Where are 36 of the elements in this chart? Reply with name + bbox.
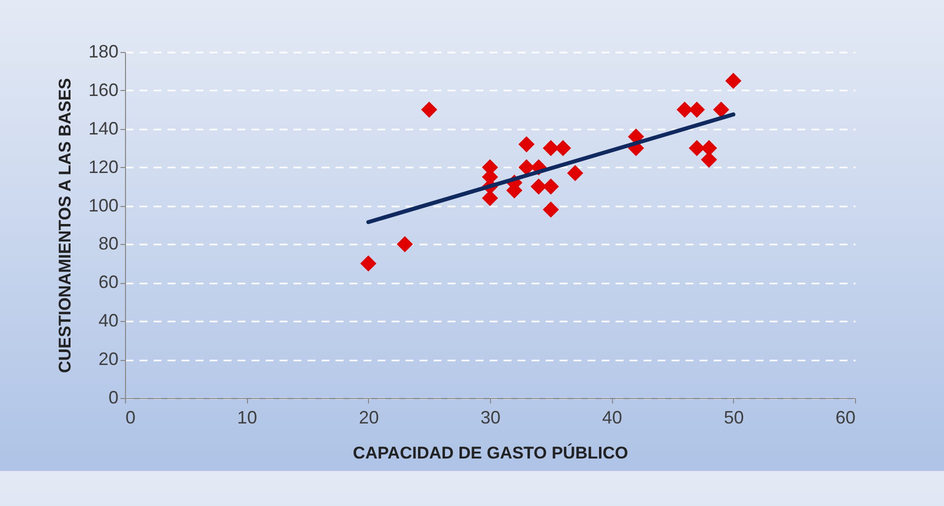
point — [676, 102, 693, 118]
point — [542, 202, 559, 218]
point — [713, 102, 730, 118]
x-axis-title: CAPACIDAD DE GASTO PÚBLICO — [352, 442, 628, 462]
point — [542, 178, 559, 195]
y-tick-label: 20 — [98, 349, 118, 370]
y-tick-label: 180 — [88, 42, 118, 62]
y-tick-label: 100 — [88, 195, 118, 216]
point — [567, 165, 584, 182]
point — [688, 140, 705, 156]
point — [530, 178, 547, 195]
x-tick-label: 50 — [724, 408, 744, 428]
point — [725, 72, 742, 89]
x-tick-label: 10 — [237, 408, 258, 428]
point — [360, 255, 376, 272]
point — [542, 140, 559, 156]
point — [688, 102, 705, 118]
x-tick-label: 40 — [602, 408, 622, 428]
point — [482, 190, 498, 206]
y-tick-label: 140 — [88, 118, 118, 138]
y-tick-label: 160 — [88, 80, 118, 100]
y-tick-label: 0 — [108, 388, 118, 408]
y-tick-label: 120 — [88, 156, 118, 177]
y-tick-label: 60 — [98, 272, 118, 292]
y-tick-label: 80 — [98, 234, 118, 254]
x-tick-label: 20 — [358, 408, 379, 428]
point — [396, 236, 413, 252]
x-tick-label: 30 — [480, 408, 501, 428]
point — [421, 102, 438, 118]
point — [700, 152, 718, 168]
point — [554, 140, 572, 156]
x-tick-label: 0 — [126, 408, 136, 428]
y-axis-title: CUESTIONAMIENTOS A LAS BASES — [55, 78, 74, 374]
y-tick-label: 40 — [98, 310, 118, 331]
point — [518, 136, 535, 152]
x-tick-label: 60 — [835, 408, 856, 428]
